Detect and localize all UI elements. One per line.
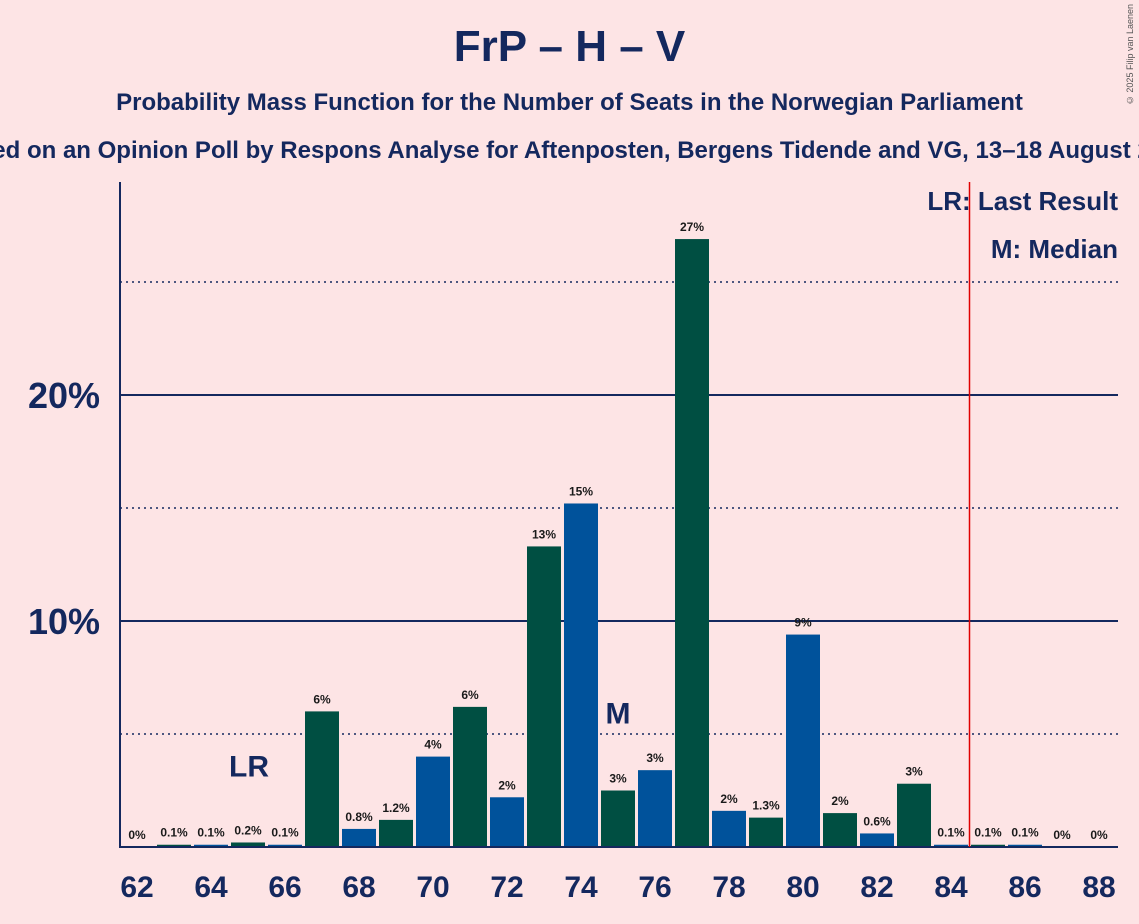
bar-label-seat-76: 3% (646, 751, 664, 765)
x-tick-label: 70 (416, 871, 449, 904)
bar-label-seat-88: 0% (1090, 828, 1108, 842)
bar-seat-80 (786, 634, 820, 847)
bar-label-seat-82: 0.6% (863, 814, 891, 828)
bar-seat-85 (971, 844, 1005, 847)
bar-label-seat-68: 0.8% (345, 810, 373, 824)
bar-label-seat-67: 6% (313, 692, 331, 706)
bar-seat-74 (564, 503, 598, 847)
x-tick-label: 72 (490, 871, 523, 904)
bar-label-seat-75: 3% (609, 772, 627, 786)
bar-seat-68 (342, 828, 376, 847)
bar-seat-79 (749, 817, 783, 847)
chart-title: FrP – H – V (453, 22, 686, 71)
bar-seat-72 (490, 797, 524, 847)
bar-seat-78 (712, 810, 746, 847)
axes (119, 182, 1118, 848)
chart-source: Based on an Opinion Poll by Respons Anal… (0, 137, 1139, 164)
bar-seat-70 (416, 756, 450, 847)
bar-seat-64 (194, 844, 228, 847)
bar-label-seat-69: 1.2% (382, 801, 410, 815)
bar-seat-86 (1008, 844, 1042, 847)
bar-label-seat-86: 0.1% (1011, 826, 1039, 840)
x-tick-label: 86 (1008, 871, 1041, 904)
bar-label-seat-79: 1.3% (752, 799, 780, 813)
legend-median: M: Median (991, 234, 1118, 264)
x-tick-label: 62 (120, 871, 153, 904)
bar-label-seat-70: 4% (424, 738, 442, 752)
bar-seat-76 (638, 770, 672, 847)
gridlines (120, 281, 1118, 735)
bar-seat-65 (231, 842, 265, 847)
bar-label-seat-73: 13% (532, 527, 556, 541)
bar-label-seat-74: 15% (569, 484, 593, 498)
chart-subtitle: Probability Mass Function for the Number… (116, 89, 1023, 116)
bar-seat-75 (601, 790, 635, 847)
bar-label-seat-72: 2% (498, 778, 516, 792)
bar-seat-71 (453, 706, 487, 847)
bar-label-seat-83: 3% (905, 765, 923, 779)
bar-seat-84 (934, 844, 968, 847)
bar-label-seat-80: 9% (794, 616, 812, 630)
bar-label-seat-63: 0.1% (160, 826, 188, 840)
x-tick-label: 80 (786, 871, 819, 904)
y-tick-label: 10% (28, 601, 100, 642)
x-tick-label: 88 (1082, 871, 1115, 904)
bar-seat-69 (379, 819, 413, 847)
x-tick-label: 68 (342, 871, 375, 904)
x-tick-label: 84 (934, 871, 968, 904)
bar-seat-82 (860, 833, 894, 847)
bar-label-seat-81: 2% (831, 794, 849, 808)
x-tick-label: 76 (638, 871, 671, 904)
bar-seat-73 (527, 546, 561, 847)
bar-label-seat-65: 0.2% (234, 823, 262, 837)
x-tick-label: 78 (712, 871, 745, 904)
last-result-marker: LR (229, 750, 269, 783)
y-axis-labels: 10% 20% (28, 375, 100, 642)
bar-label-seat-66: 0.1% (271, 826, 299, 840)
median-marker: M (606, 698, 631, 731)
x-axis-labels: 62 64 66 68 70 72 74 76 78 80 82 84 86 88 (120, 871, 1115, 904)
x-tick-label: 64 (194, 871, 228, 904)
bar-label-seat-77: 27% (680, 220, 704, 234)
bar-seat-81 (823, 813, 857, 847)
bars (157, 239, 1042, 847)
bar-label-seat-62: 0% (128, 828, 146, 842)
bar-label-seat-64: 0.1% (197, 826, 225, 840)
y-tick-label: 20% (28, 375, 100, 416)
bar-seat-67 (305, 711, 339, 847)
bar-seat-77 (675, 239, 709, 847)
bar-label-seat-85: 0.1% (974, 826, 1002, 840)
legend-last-result: LR: Last Result (927, 186, 1118, 216)
bar-seat-83 (897, 783, 931, 847)
bar-label-seat-87: 0% (1053, 828, 1071, 842)
markers: LR M (229, 182, 971, 847)
bar-label-seat-71: 6% (461, 688, 479, 702)
bar-seat-63 (157, 844, 191, 847)
bar-labels: 0% 0.1% 0.1% 0.2% 0.1% 6% 0.8% 1.2% 4% 6% 2% 13% 15%… (128, 220, 1108, 842)
x-tick-label: 74 (564, 871, 598, 904)
bar-label-seat-78: 2% (720, 792, 738, 806)
x-tick-label: 82 (860, 871, 893, 904)
bar-seat-66 (268, 844, 302, 847)
bar-label-seat-84: 0.1% (937, 826, 965, 840)
x-tick-label: 66 (268, 871, 301, 904)
